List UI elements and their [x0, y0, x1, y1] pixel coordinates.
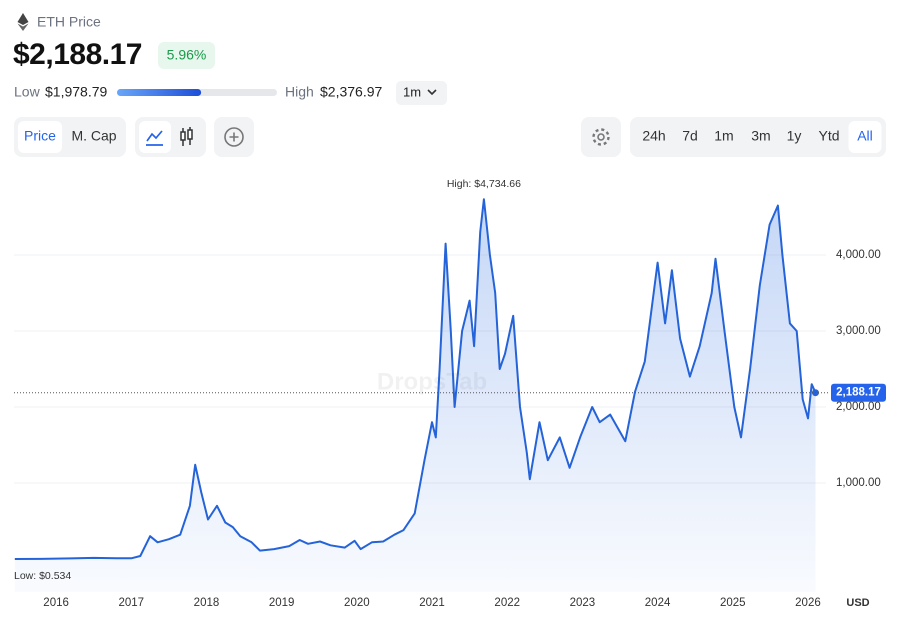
range-button[interactable]: 24h: [642, 128, 665, 144]
range-button[interactable]: 1m: [714, 128, 733, 144]
range-button[interactable]: All: [857, 128, 873, 144]
period-dropdown[interactable]: [396, 81, 447, 105]
high-annotation: High: $4,734.66: [447, 178, 521, 190]
y-tick-label: 3,000.00: [836, 325, 881, 337]
tab-label[interactable]: Price: [24, 128, 56, 144]
range-selected[interactable]: [848, 121, 882, 153]
plus-icon: [229, 132, 239, 142]
currency: USD: [846, 597, 869, 609]
settings-button[interactable]: [581, 117, 621, 157]
line-icon: [146, 130, 163, 146]
y-tick-label: 4,000.00: [836, 249, 881, 261]
gear-icon: [592, 128, 610, 146]
x-tick-label: 2016: [43, 597, 69, 609]
low-label: Low: [14, 84, 41, 100]
change: 5.96%: [167, 47, 207, 63]
x-tick-label: 2021: [419, 597, 445, 609]
x-tick-label: 2024: [645, 597, 671, 609]
tab-label[interactable]: M. Cap: [71, 128, 116, 144]
low-annotation: Low: $0.534: [14, 570, 71, 582]
range-button[interactable]: 1y: [787, 128, 802, 144]
low-value: $1,978.79: [45, 84, 107, 100]
plus-icon: [224, 127, 244, 147]
eth-icon: [17, 13, 29, 31]
current-price-box: [831, 383, 886, 402]
y-tick-label: 1,000.00: [836, 477, 881, 489]
x-tick-label: 2022: [494, 597, 520, 609]
x-tick-label: 2020: [344, 597, 370, 609]
asset-name: ETH Price: [37, 14, 101, 30]
range-group: [630, 117, 886, 157]
x-tick-label: 2018: [194, 597, 220, 609]
price-line: [14, 198, 817, 560]
candle-button[interactable]: [180, 127, 193, 146]
price-area: [14, 199, 816, 592]
change-badge: [158, 42, 215, 69]
period: 1m: [403, 84, 421, 99]
x-tick-label: 2017: [118, 597, 144, 609]
range-fill: [117, 89, 202, 96]
high-value: $2,376.97: [320, 84, 382, 100]
x-tick-label: 2025: [720, 597, 746, 609]
y-tick-label: 2,000.00: [836, 401, 881, 413]
range-button[interactable]: 3m: [751, 128, 770, 144]
gear-icon: [597, 133, 605, 141]
x-tick-label: 2023: [570, 597, 596, 609]
x-tick-label: 2026: [795, 597, 821, 609]
tab-selected[interactable]: [18, 121, 62, 153]
x-tick-label: 2019: [269, 597, 295, 609]
current-price-label: 2,188.17: [836, 387, 881, 399]
range-button[interactable]: 7d: [682, 128, 698, 144]
chevron: [427, 89, 437, 96]
range-button[interactable]: Ytd: [818, 128, 839, 144]
high-label: High: [285, 84, 314, 100]
price: $2,188.17: [13, 38, 142, 71]
